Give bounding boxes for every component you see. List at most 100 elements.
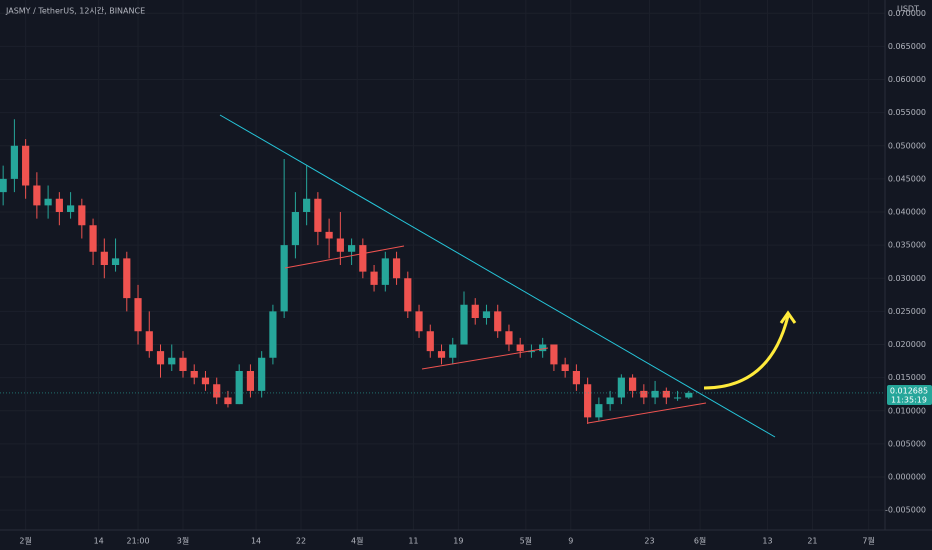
x-tick-label: 5월 <box>520 536 532 546</box>
candle-body <box>258 357 266 391</box>
y-tick-label: 0.065000 <box>888 42 926 51</box>
candle-body <box>516 344 524 352</box>
candle-body <box>527 351 536 353</box>
candle-body <box>640 390 648 398</box>
x-tick-label: 2월 <box>19 536 31 546</box>
x-tick-label: 7월 <box>862 536 874 546</box>
candle-body <box>494 311 502 332</box>
candle-body <box>303 198 311 212</box>
candle-body <box>437 351 446 358</box>
x-tick-label: 19 <box>453 537 463 546</box>
candle-body <box>111 258 120 265</box>
x-tick-label: 14 <box>94 537 104 546</box>
candle-body <box>291 212 299 246</box>
candle-body <box>33 185 41 206</box>
y-tick-label: 0.020000 <box>888 340 926 349</box>
candle-body <box>100 251 108 265</box>
candle-body <box>44 198 52 206</box>
candle-body <box>325 231 333 239</box>
candle-body <box>314 198 322 232</box>
candle-body <box>213 384 221 398</box>
candle-body <box>629 377 637 391</box>
support-line <box>284 245 405 269</box>
last-price-box <box>887 384 932 405</box>
candle-body <box>482 311 491 318</box>
x-tick-label: 23 <box>644 537 654 546</box>
y-tick-label: -0.005000 <box>885 506 926 515</box>
x-tick-label: 13 <box>762 537 772 546</box>
candle-body <box>370 271 378 285</box>
candle-body <box>280 245 288 312</box>
candle-body <box>471 304 479 318</box>
candle-body <box>584 384 592 418</box>
candle-body <box>505 331 513 345</box>
candle-body <box>66 205 75 212</box>
candle-body <box>460 304 468 345</box>
candle-body <box>134 298 142 332</box>
candle-body <box>539 344 547 352</box>
x-tick-label: 22 <box>296 537 306 546</box>
x-tick-label: 21:00 <box>126 537 149 546</box>
candle-body <box>381 258 389 285</box>
candle-body <box>404 278 412 312</box>
y-tick-label: 0.070000 <box>888 9 926 18</box>
x-tick-label: 11 <box>408 537 418 546</box>
candle-body <box>190 371 198 378</box>
candle-body <box>426 331 434 352</box>
candle-body <box>123 258 131 299</box>
candle-body <box>224 397 232 405</box>
candle-body <box>89 225 97 252</box>
candle-body <box>550 344 558 365</box>
y-tick-label: 0.005000 <box>888 439 926 448</box>
y-tick-label: 0.060000 <box>888 75 926 84</box>
x-tick-label: 6월 <box>694 536 706 546</box>
candle-body <box>22 145 30 186</box>
x-tick-label: 14 <box>251 537 261 546</box>
candle-body <box>336 238 344 252</box>
y-axis-label: USDT <box>897 5 919 14</box>
y-tick-label: 0.015000 <box>888 373 926 382</box>
y-tick-label: 0.000000 <box>888 473 926 482</box>
countdown: 11:35:19 <box>891 395 927 404</box>
candles <box>0 119 693 424</box>
candle-body <box>606 397 614 405</box>
candle-body <box>55 198 63 212</box>
x-tick-label: 21 <box>807 537 817 546</box>
chart-title: JASMY / TetherUS, 12시간, BINANCE <box>5 6 145 16</box>
candle-body <box>179 357 187 371</box>
last-price-label: 0.012685 <box>890 386 928 395</box>
arrow <box>703 315 790 390</box>
candle-body <box>359 245 367 272</box>
candle-body <box>235 371 243 405</box>
candle-body <box>449 344 457 358</box>
candle-body <box>156 351 165 365</box>
y-tick-label: 0.025000 <box>888 307 926 316</box>
support-line <box>421 347 549 370</box>
candle-body <box>145 331 153 352</box>
candle-body <box>651 390 659 398</box>
candle-body <box>561 364 569 371</box>
y-tick-label: 0.045000 <box>888 174 926 183</box>
candle-body <box>201 377 210 385</box>
x-tick-label: 9 <box>568 537 573 546</box>
candle-body <box>685 392 693 398</box>
trendline <box>219 114 776 438</box>
y-tick-label: 0.050000 <box>888 141 926 150</box>
y-tick-label: 0.035000 <box>888 241 926 250</box>
candle-body <box>415 311 423 332</box>
y-tick-label: 0.040000 <box>888 208 926 217</box>
x-tick-label: 3월 <box>177 536 189 546</box>
support-line <box>587 402 707 424</box>
candle-body <box>572 371 580 385</box>
candle-body <box>269 311 277 358</box>
candle-body <box>347 245 356 252</box>
candle-body <box>78 205 86 226</box>
y-tick-label: 0.030000 <box>888 274 926 283</box>
candle-body <box>0 178 7 193</box>
candle-body <box>246 371 255 391</box>
candle-body <box>662 390 670 398</box>
candle-body <box>392 258 401 279</box>
candle-body <box>617 377 625 398</box>
